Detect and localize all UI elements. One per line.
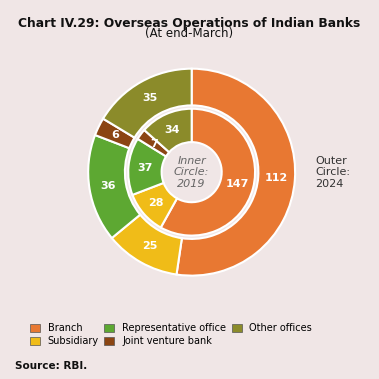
Wedge shape [103,69,192,138]
Text: 34: 34 [165,125,180,135]
Text: Source: RBI.: Source: RBI. [15,361,88,371]
Wedge shape [177,69,295,276]
Text: 25: 25 [142,241,158,251]
Wedge shape [95,119,135,148]
Text: Outer
Circle:
2024: Outer Circle: 2024 [315,155,350,189]
Text: 6: 6 [111,130,119,140]
Wedge shape [161,109,255,236]
Text: 37: 37 [138,163,153,173]
Wedge shape [132,183,177,227]
Legend: Branch, Subsidiary, Representative office, Joint venture bank, Other offices: Branch, Subsidiary, Representative offic… [30,323,312,346]
Text: Chart IV.29: Overseas Operations of Indian Banks: Chart IV.29: Overseas Operations of Indi… [18,17,361,30]
Wedge shape [138,130,169,157]
Text: 112: 112 [265,174,288,183]
Text: (At end-March): (At end-March) [146,27,233,40]
Wedge shape [88,135,140,238]
Text: 36: 36 [100,181,115,191]
Text: 147: 147 [225,179,249,189]
Wedge shape [112,215,182,274]
Text: 28: 28 [149,198,164,208]
Text: Inner
Circle:
2019: Inner Circle: 2019 [174,155,209,189]
Wedge shape [128,139,166,195]
Text: 35: 35 [142,93,157,103]
Text: 7: 7 [150,139,158,149]
Wedge shape [144,109,192,152]
